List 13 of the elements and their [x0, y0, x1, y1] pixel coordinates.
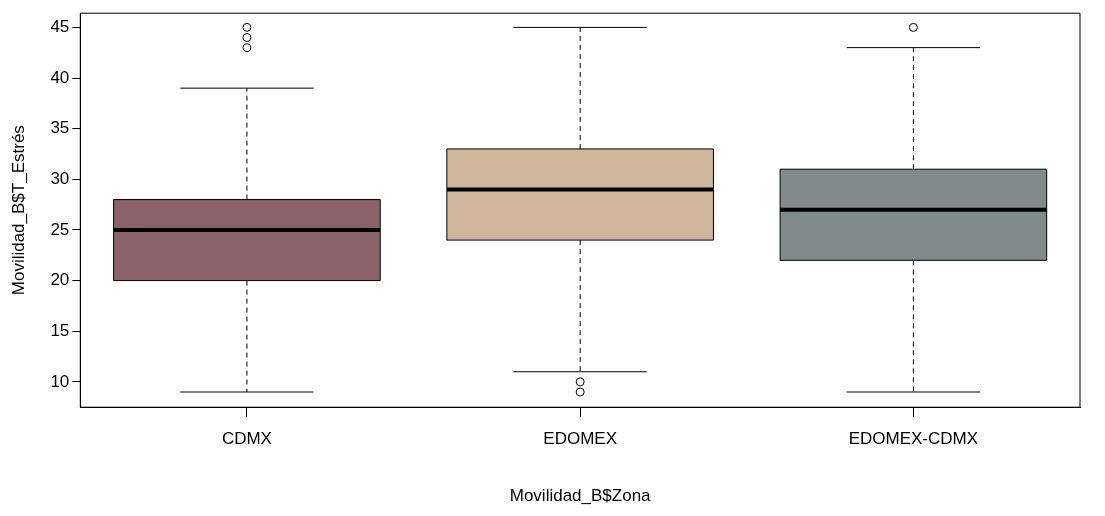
y-axis-title: Movilidad_B$T_Estrés — [8, 125, 28, 296]
x-tick-label: EDOMEX — [543, 429, 617, 449]
y-tick-label: 35 — [50, 118, 70, 138]
x-tick-label: CDMX — [221, 429, 272, 449]
x-axis-title: Movilidad_B$Zona — [509, 486, 652, 506]
y-tick-label: 45 — [50, 17, 70, 37]
y-tick-label: 30 — [50, 169, 70, 188]
y-tick-label: 25 — [50, 219, 70, 239]
y-tick-label: 20 — [50, 270, 70, 290]
y-tick-label: 40 — [50, 67, 70, 87]
x-tick-label: EDOMEX-CDMX — [848, 429, 979, 449]
y-tick-label: 15 — [50, 320, 70, 340]
y-tick-label: 10 — [50, 371, 70, 391]
